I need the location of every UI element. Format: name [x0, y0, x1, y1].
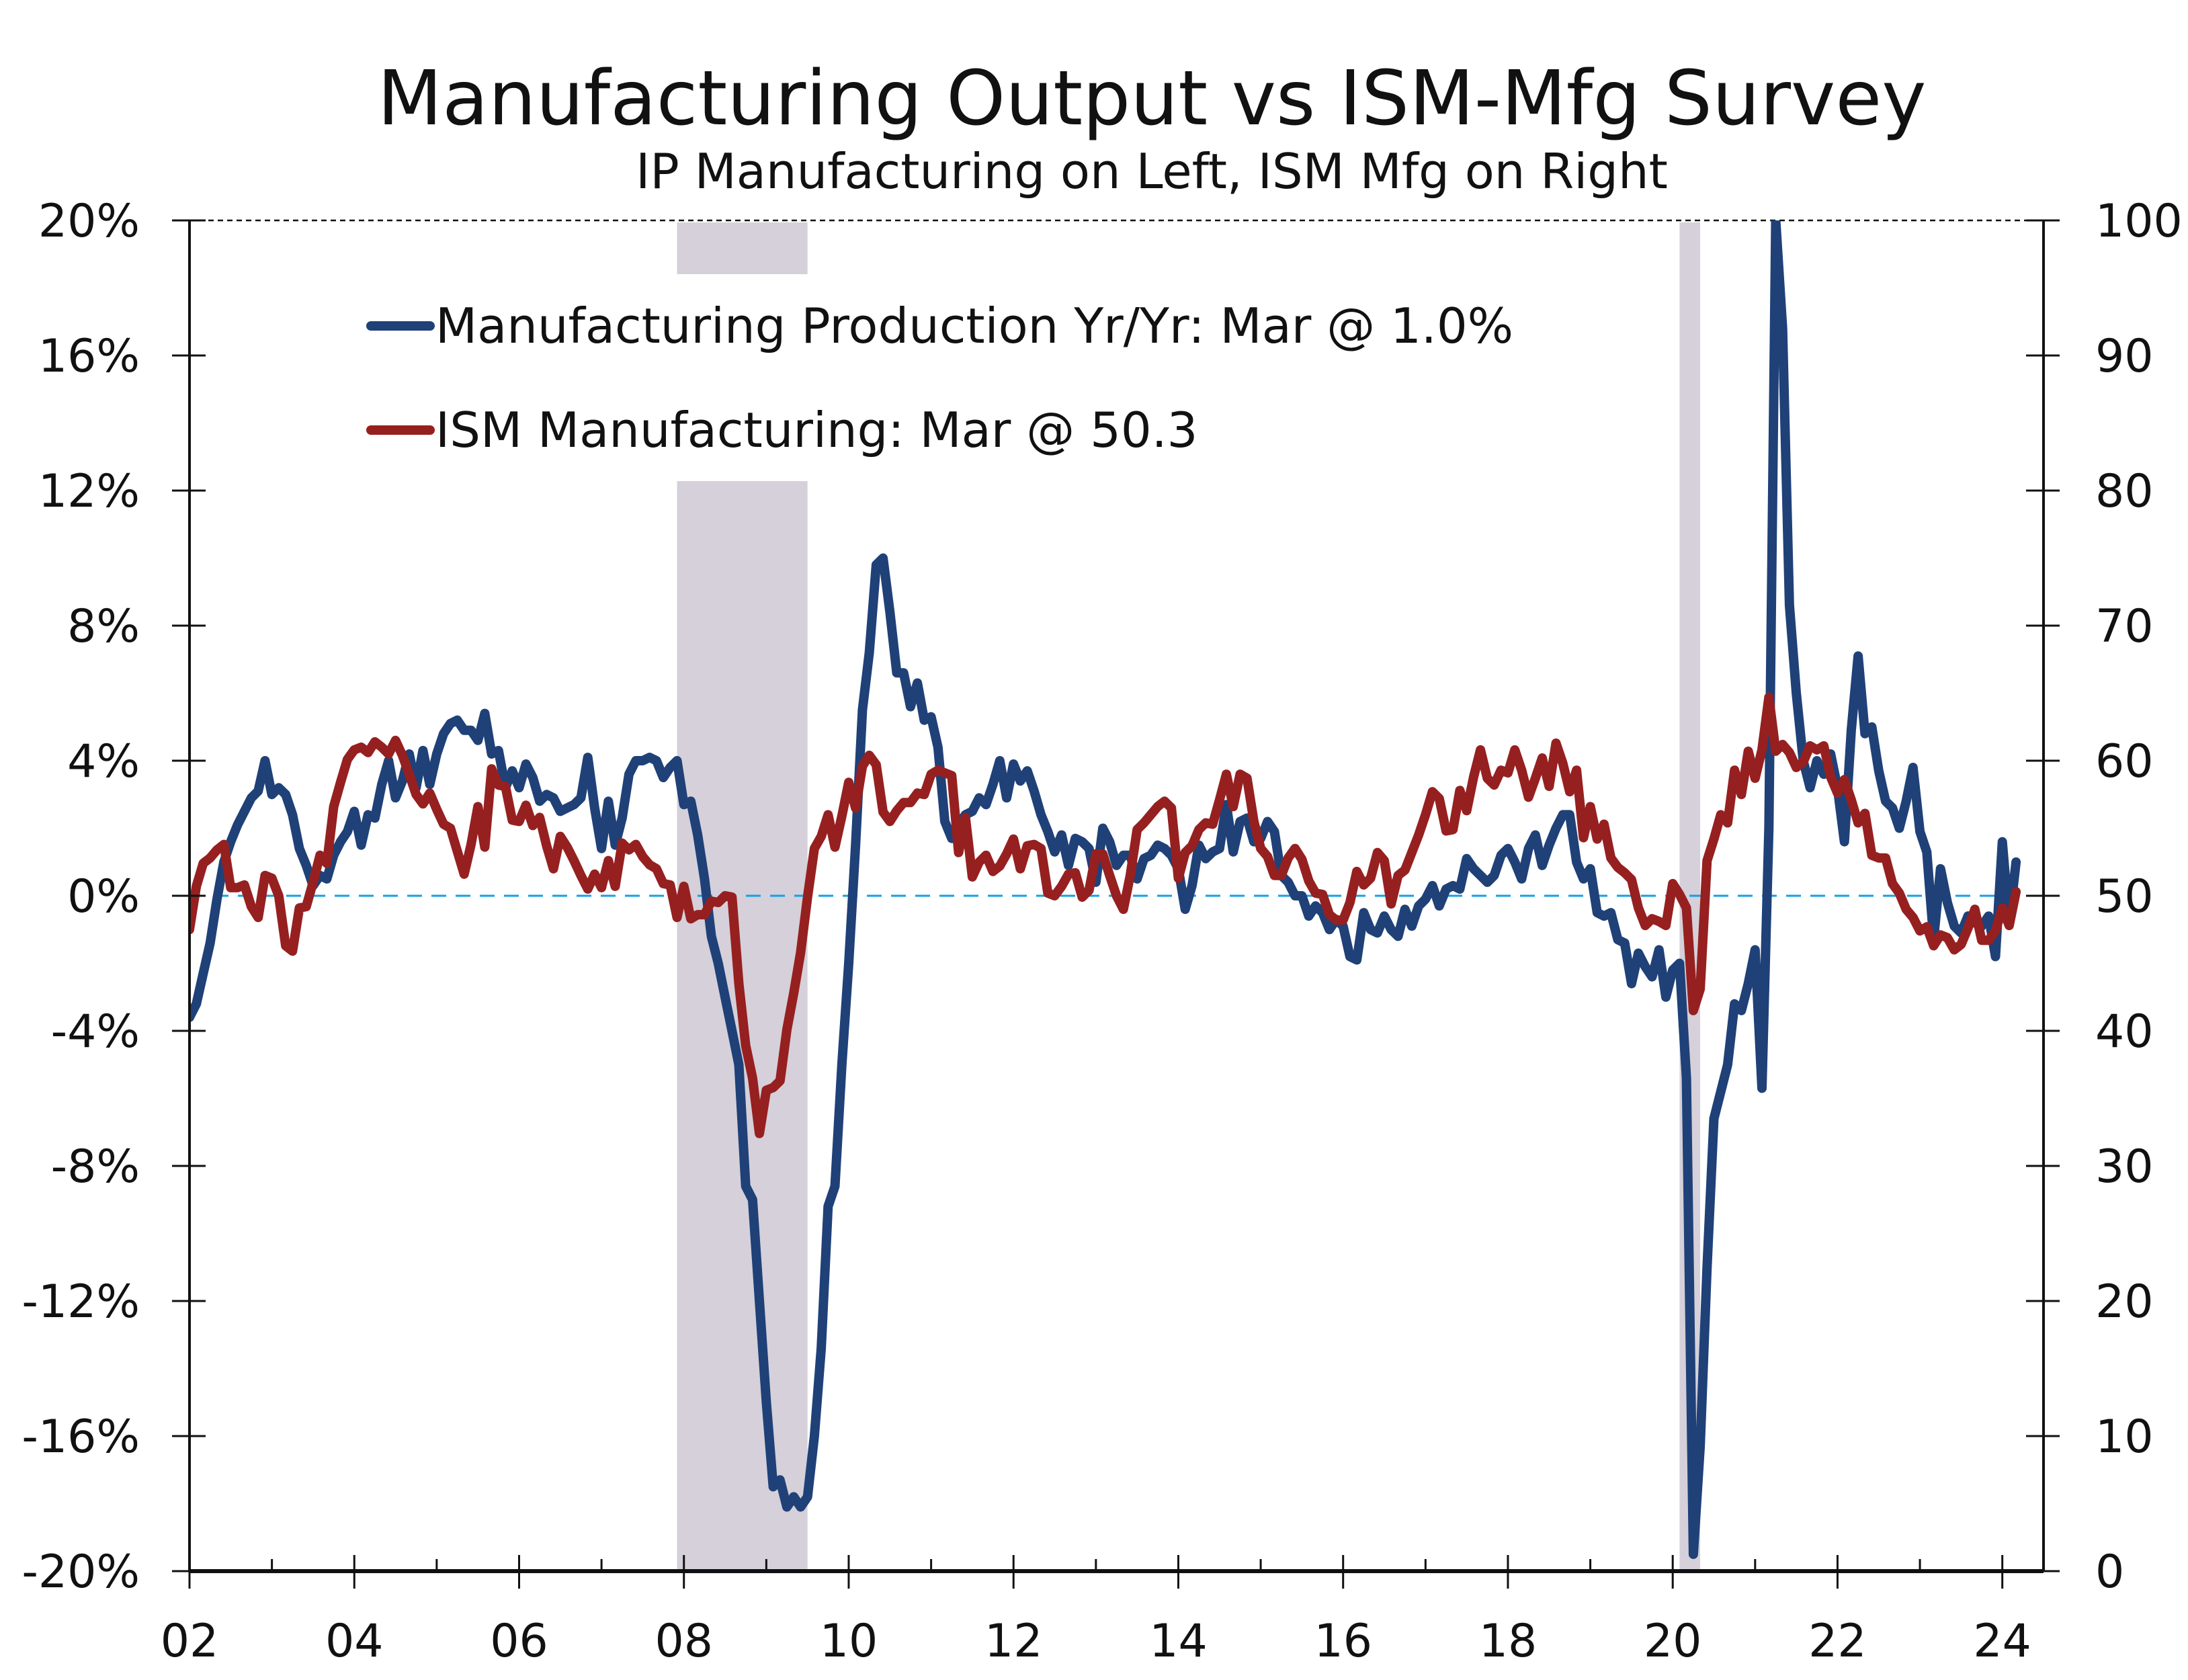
x-tick-label: 22 [1808, 1615, 1867, 1668]
series-line-manufacturing-production [190, 220, 2021, 1559]
right-tick-label: 50 [2095, 870, 2154, 923]
x-tick-label: 02 [161, 1615, 219, 1668]
right-tick-label: 30 [2095, 1140, 2154, 1193]
legend-label-ism-manufacturing: ISM Manufacturing: Mar @ 50.3 [435, 402, 1197, 458]
left-tick-label: 0% [67, 870, 140, 923]
legend-item-manufacturing-production: Manufacturing Production Yr/Yr: Mar @ 1.… [366, 298, 1513, 354]
legend: Manufacturing Production Yr/Yr: Mar @ 1.… [349, 274, 1640, 481]
chart-title: Manufacturing Output vs ISM-Mfg Survey [377, 55, 1926, 142]
left-tick-label: 12% [38, 465, 140, 518]
right-tick-label: 80 [2095, 465, 2154, 518]
right-tick-label: 40 [2095, 1005, 2154, 1058]
chart-subtitle: IP Manufacturing on Left, ISM Mfg on Rig… [636, 143, 1668, 200]
legend-label-manufacturing-production: Manufacturing Production Yr/Yr: Mar @ 1.… [435, 298, 1513, 354]
right-tick-label: 60 [2095, 735, 2154, 788]
legend-background [349, 274, 1640, 481]
left-tick-label: -8% [51, 1140, 140, 1193]
x-tick-label: 16 [1314, 1615, 1372, 1668]
left-tick-label: -12% [22, 1275, 140, 1329]
left-tick-label: -4% [51, 1005, 140, 1058]
left-tick-label: 8% [67, 600, 140, 653]
right-tick-label: 90 [2095, 330, 2154, 383]
left-tick-label: 20% [38, 195, 140, 248]
right-tick-label: 10 [2095, 1411, 2154, 1464]
x-tick-label: 04 [325, 1615, 384, 1668]
right-tick-label: 0 [2095, 1546, 2124, 1599]
x-tick-label: 14 [1149, 1615, 1208, 1668]
x-tick-label: 10 [820, 1615, 878, 1668]
left-tick-label: 4% [67, 735, 140, 788]
x-tick-label: 12 [984, 1615, 1043, 1668]
right-tick-label: 100 [2095, 195, 2183, 248]
legend-item-ism-manufacturing: ISM Manufacturing: Mar @ 50.3 [366, 402, 1197, 458]
x-tick-label: 20 [1644, 1615, 1702, 1668]
x-tick-label: 08 [655, 1615, 713, 1668]
right-tick-label: 70 [2095, 600, 2154, 653]
x-tick-label: 18 [1479, 1615, 1538, 1668]
left-tick-label: -16% [22, 1411, 140, 1464]
series-layer [190, 220, 2021, 1559]
left-tick-label: 16% [38, 330, 140, 383]
x-tick-label: 24 [1973, 1615, 2031, 1668]
right-tick-label: 20 [2095, 1275, 2154, 1329]
left-tick-label: -20% [22, 1546, 140, 1599]
x-axis-ticks: 02 04 06 08 10 12 14 16 18 20 22 24 [161, 1555, 2031, 1668]
x-tick-label: 06 [490, 1615, 548, 1668]
series-line-ism-manufacturing [190, 692, 2021, 1138]
left-axis-ticks: 20% 16% 12% 8% 4% 0% -4% -8% -12% -16% -20% [22, 195, 206, 1599]
